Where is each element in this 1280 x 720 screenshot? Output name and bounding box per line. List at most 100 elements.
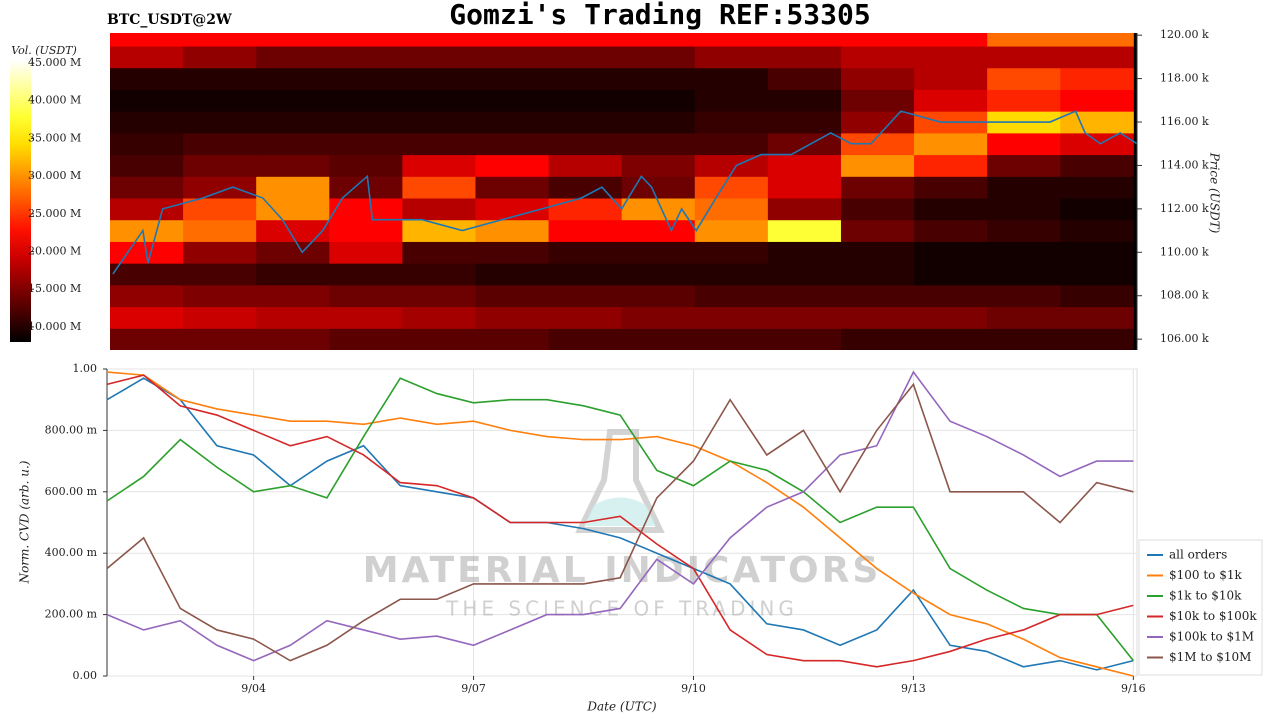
heat-cell [183,154,257,177]
heat-cell [110,198,184,221]
heat-cell [329,33,403,47]
heat-cell [110,284,184,308]
heat-cell [621,46,696,69]
series-line [106,370,1134,662]
heat-cell [840,241,915,264]
heat-cell [914,306,988,329]
heat-cell [987,306,1061,329]
heat-cell [183,132,257,156]
heat-cell [694,176,769,199]
heat-cell [694,33,769,47]
legend-box [1138,539,1263,676]
heat-cell [840,284,915,308]
heat-cell [767,89,842,112]
y-tick-label: 400.00 m [45,546,98,559]
heat-cell [110,219,184,242]
heat-cell [694,67,769,90]
heat-cell [475,284,550,308]
heat-cell [694,219,769,242]
colorbar-tick-label: 45.000 M [28,56,81,69]
heat-cell [987,198,1061,221]
heat-cell [548,284,623,308]
heat-cell [402,33,476,47]
heat-cell [694,111,769,134]
heat-cell [548,219,623,242]
heat-cell [256,306,330,329]
y-tick-label: 600.00 m [45,485,98,498]
heat-cell [329,132,403,156]
heat-cell [475,328,550,350]
heat-cell [621,219,696,242]
heat-cell [183,284,257,308]
heat-cell [987,219,1061,242]
heat-cell [183,111,257,134]
heat-cell [987,33,1061,47]
heat-cell [914,328,988,350]
heat-cell [914,33,988,47]
heat-cell [840,46,915,69]
heat-cell [1060,46,1134,69]
heat-cell [110,111,184,134]
heat-cell [767,33,842,47]
heat-cell [256,89,330,112]
heat-cell [694,263,769,286]
x-tick-label: 9/16 [1121,682,1146,695]
heat-cell [914,263,988,286]
heat-cell [767,154,842,177]
heat-cell [1060,263,1134,286]
heat-cell [621,111,696,134]
heat-cell [548,67,623,90]
heat-cell [1060,132,1134,156]
heat-cell [329,284,403,308]
colorbar-tick-label: 20.000 M [28,245,81,258]
heat-cell [329,263,403,286]
heat-cell [767,111,842,134]
heat-cell [621,198,696,221]
heat-cell [402,306,476,329]
heat-cell [694,46,769,69]
heat-cell [329,241,403,264]
colorbar-tick-label: 25.000 M [28,207,81,220]
heat-cell [256,67,330,90]
heat-cell [767,284,842,308]
heat-cell [767,198,842,221]
heat-cell [621,306,696,329]
heat-cell [694,89,769,112]
heat-cell [475,176,550,199]
heatmap [110,33,1137,350]
heat-cell [256,132,330,156]
heat-cell [694,306,769,329]
heat-cell [256,33,330,47]
heat-cell [402,284,476,308]
heat-cell [1060,198,1134,221]
heat-cell [840,306,915,329]
heat-cell [329,219,403,242]
x-tick-label: 9/07 [461,682,486,695]
heat-cell [475,219,550,242]
heat-cell [475,263,550,286]
legend-label: $10k to $100k [1169,609,1257,623]
y-tick-label: 0.00 [73,669,98,682]
heat-cell [621,33,696,47]
heat-cell [110,89,184,112]
legend-label: $100k to $1M [1169,630,1254,644]
heat-cell [987,46,1061,69]
heat-cell [767,306,842,329]
heat-cell [694,198,769,221]
heat-cell [183,198,257,221]
heat-cell [914,241,988,264]
heat-cell [840,111,915,134]
heat-cell [621,176,696,199]
heat-cell [1060,67,1134,90]
watermark-logo [575,429,665,533]
heat-cell [767,263,842,286]
heat-cell [1060,111,1134,134]
heat-cell [987,132,1061,156]
heat-cell [621,89,696,112]
x-axis-label: Date (UTC) [586,700,656,714]
x-tick-label: 9/10 [681,682,706,695]
heat-cell [475,89,550,112]
heat-cell [329,46,403,69]
